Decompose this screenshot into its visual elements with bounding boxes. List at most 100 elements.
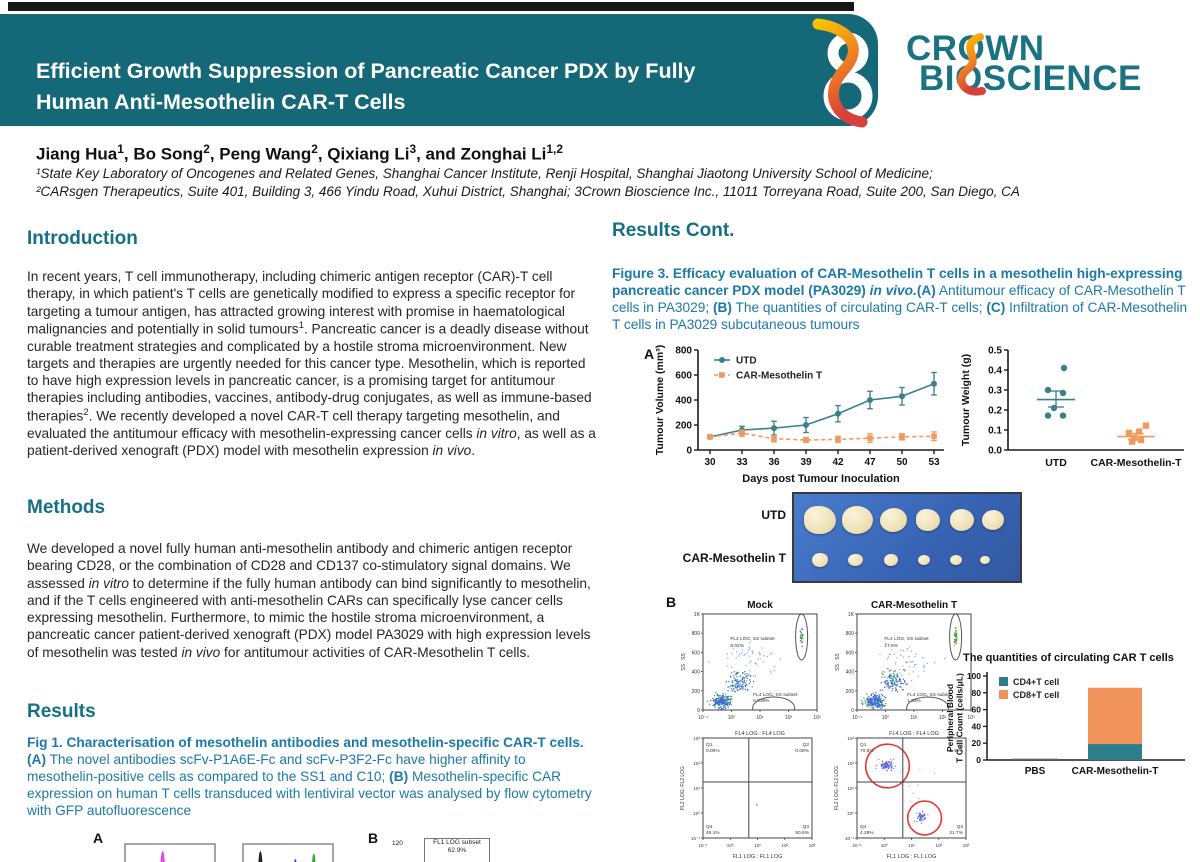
tumour-photo [792, 492, 1022, 583]
svg-text:Tumour Volume (mm³): Tumour Volume (mm³) [654, 345, 666, 455]
svg-text:10¹: 10¹ [754, 843, 761, 848]
svg-text:10⁻¹: 10⁻¹ [852, 715, 862, 721]
svg-text:0: 0 [686, 446, 692, 457]
introduction-paragraph: In recent years, T cell immunotherapy, i… [27, 269, 596, 458]
svg-text:10³: 10³ [809, 843, 816, 848]
svg-text:FL4 LOG : FL4 LOG: FL4 LOG : FL4 LOG [735, 731, 785, 737]
svg-text:80: 80 [972, 688, 982, 698]
tumour-blob-utd [916, 509, 940, 531]
svg-text:0.5: 0.5 [988, 346, 1002, 357]
svg-text:10⁰: 10⁰ [728, 715, 736, 721]
svg-text:Peripheral Blood: Peripheral Blood [945, 684, 955, 752]
svg-text:0.00%: 0.00% [706, 748, 720, 754]
authors-block: Jiang Hua1, Bo Song2, Peng Wang2, Qixian… [36, 142, 1136, 201]
svg-text:T Cell Count (cells/μL): T Cell Count (cells/μL) [955, 673, 965, 763]
methods-paragraph: We developed a novel fully human anti-me… [27, 541, 591, 660]
author-names: Jiang Hua1, Bo Song2, Peng Wang2, Qixian… [36, 142, 563, 164]
svg-text:0.1: 0.1 [988, 426, 1002, 437]
fig1-histogram-2 [242, 843, 334, 862]
svg-text:Q2: Q2 [957, 742, 964, 748]
svg-text:10⁻¹: 10⁻¹ [698, 843, 708, 848]
car_t_counts-svg: The quantities of circulating CAR T cell… [945, 652, 1185, 777]
svg-text:100: 100 [967, 671, 981, 681]
bar-CAR-Mesothelin-T-CD8+T cell [1088, 687, 1142, 745]
svg-text:Days post Tumour Inoculation: Days post Tumour Inoculation [742, 473, 900, 484]
photo-row2-label: CAR-Mesothelin T [682, 551, 786, 565]
fig1-histogram-1 [124, 843, 216, 862]
svg-text:Q4: Q4 [706, 824, 713, 830]
svg-text:0: 0 [851, 708, 854, 714]
svg-text:1K: 1K [848, 612, 855, 618]
svg-text:47: 47 [864, 457, 876, 468]
svg-text:2.46%: 2.46% [949, 748, 963, 754]
svg-text:200: 200 [692, 689, 701, 695]
svg-text:49.1%: 49.1% [706, 830, 720, 836]
svg-text:0.4: 0.4 [988, 366, 1002, 377]
tumour-weight-chart: 0.0 0.1 0.2 0.3 0.4 0.5 Tumour Weight (g) UTD CA… [958, 344, 1188, 489]
circulating-cart-bar-chart: The quantities of circulating CAR T cell… [945, 648, 1200, 801]
svg-text:FL4 LOG, SS subset: FL4 LOG, SS subset [730, 636, 775, 642]
svg-text:10⁰: 10⁰ [881, 843, 888, 848]
fig3-panel-a-label: A [644, 346, 655, 362]
svg-text:800: 800 [675, 346, 692, 357]
svg-text:FL1 LOG : FL1 LOG: FL1 LOG : FL1 LOG [733, 854, 783, 860]
svg-text:10²: 10² [781, 843, 788, 848]
fig1-mini-axis-tick: 120 [392, 840, 403, 847]
tumour-blob-car [918, 554, 930, 566]
svg-text:0.0: 0.0 [988, 446, 1002, 457]
svg-text:CD8+T cell: CD8+T cell [1013, 690, 1059, 700]
svg-text:33: 33 [736, 457, 748, 468]
fig1-caption: Fig 1. Characterisation of mesothelin an… [27, 735, 592, 818]
left-column: Introduction In recent years, T cell imm… [27, 0, 599, 862]
flow-plot-car-mesothelin: CAR-Mesothelin T FL4 LOG, SS subset 17.6% F… [830, 598, 980, 743]
tumour_weight-svg: 0.0 0.1 0.2 0.3 0.4 0.5 Tumour Weight (g) UTD CA… [960, 346, 1184, 469]
tumour-blob-car [812, 553, 828, 567]
svg-text:800: 800 [846, 631, 855, 637]
svg-text:0.08%: 0.08% [795, 748, 809, 754]
poster-title: Efficient Growth Suppression of Pancreat… [36, 56, 796, 117]
svg-text:10⁻¹: 10⁻¹ [845, 836, 855, 841]
svg-text:1K: 1K [694, 612, 701, 618]
svg-text:The quantities of circulating: The quantities of circulating CAR T cell… [963, 652, 1174, 664]
group-UTD [1037, 364, 1075, 419]
svg-text:CAR-Mesothelin T: CAR-Mesothelin T [871, 600, 957, 611]
crownbio-wordmark-ribbon-icon [957, 33, 986, 96]
title-banner: Efficient Growth Suppression of Pancreat… [0, 14, 878, 126]
svg-text:400: 400 [692, 670, 701, 676]
svg-text:40: 40 [972, 721, 982, 731]
svg-text:10³: 10³ [963, 843, 970, 848]
svg-text:20: 20 [972, 738, 982, 748]
bar-CAR-Mesothelin-T-CD4+T cell [1088, 744, 1142, 760]
svg-text:10¹: 10¹ [847, 786, 854, 791]
svg-text:60: 60 [972, 705, 982, 715]
svg-text:10⁰: 10⁰ [727, 843, 734, 848]
svg-text:10⁰: 10⁰ [847, 811, 854, 816]
tumour-blob-utd [804, 505, 836, 535]
svg-text:10¹: 10¹ [910, 715, 918, 721]
svg-text:10³: 10³ [813, 715, 821, 721]
tumour-blob-utd [982, 510, 1004, 530]
svg-text:400: 400 [846, 670, 855, 676]
results-heading: Results [27, 701, 96, 722]
svg-text:CAR-Mesothelin-T: CAR-Mesothelin-T [1091, 457, 1183, 469]
svg-text:10³: 10³ [847, 736, 854, 741]
svg-text:FL4 LOG, SS subset: FL4 LOG, SS subset [884, 636, 929, 642]
svg-text:10¹: 10¹ [908, 843, 915, 848]
crownbio-wordmark: CROWN BIOSCIENCE [906, 31, 1196, 96]
svg-text:600: 600 [692, 650, 701, 656]
svg-text:Mock: Mock [747, 600, 773, 611]
poster-title-line1: Efficient Growth Suppression of Pancreat… [36, 59, 696, 83]
svg-text:8.02%: 8.02% [730, 643, 744, 649]
affiliation-line-2: ²CARsgen Therapeutics, Suite 401, Buildi… [36, 183, 1020, 199]
svg-text:Q1: Q1 [860, 742, 867, 748]
svg-text:SS : SS: SS : SS [835, 653, 841, 671]
fig1_hist1-svg [124, 843, 216, 862]
bar-PBS-CD8+T cell [1012, 758, 1058, 759]
fig1_hist2-svg [242, 843, 334, 862]
tumour-blob-utd [880, 508, 907, 532]
svg-text:10¹: 10¹ [693, 786, 700, 791]
svg-text:1.63%: 1.63% [907, 698, 921, 704]
